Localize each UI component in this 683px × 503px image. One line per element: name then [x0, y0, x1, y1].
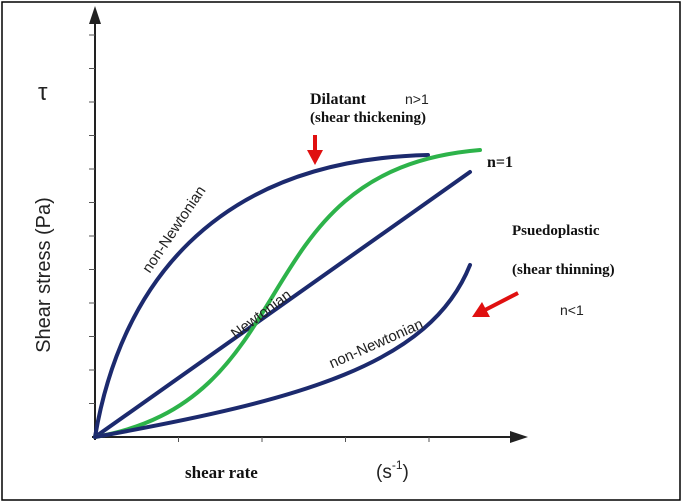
- dilatant-index: n>1: [405, 91, 429, 107]
- arrow-shaft: [484, 291, 519, 312]
- axes: [89, 6, 528, 443]
- dilatant-curve: [93, 153, 430, 439]
- ticks: [89, 34, 430, 442]
- newtonian-curve: [93, 170, 472, 439]
- dilatant-description: (shear thickening): [310, 110, 426, 126]
- x-unit-close: ): [403, 462, 409, 483]
- y-label: Shear stress (Pa): [33, 197, 55, 353]
- x-unit-exponent: -1: [392, 458, 403, 472]
- newtonian-index: n=1: [487, 154, 513, 171]
- x-label: shear rate: [185, 463, 258, 482]
- dilatant-name: Dilatant: [310, 91, 367, 108]
- pseudoplastic-name: Psuedoplastic: [512, 223, 600, 239]
- y-symbol: τ: [38, 79, 48, 106]
- s-curve: [93, 148, 482, 439]
- arrow-head: [307, 150, 323, 165]
- y-arrow: [89, 6, 101, 24]
- pseudoplastic-description: (shear thinning): [512, 262, 615, 278]
- x-unit-open: (s: [376, 462, 392, 483]
- pseudoplastic-index: n<1: [560, 302, 584, 318]
- x-arrow: [510, 431, 528, 443]
- x-unit: (s-1): [376, 458, 409, 483]
- pseudoplastic-curve: [93, 263, 472, 439]
- red-arrows: [307, 135, 519, 317]
- arrow-head: [472, 302, 490, 317]
